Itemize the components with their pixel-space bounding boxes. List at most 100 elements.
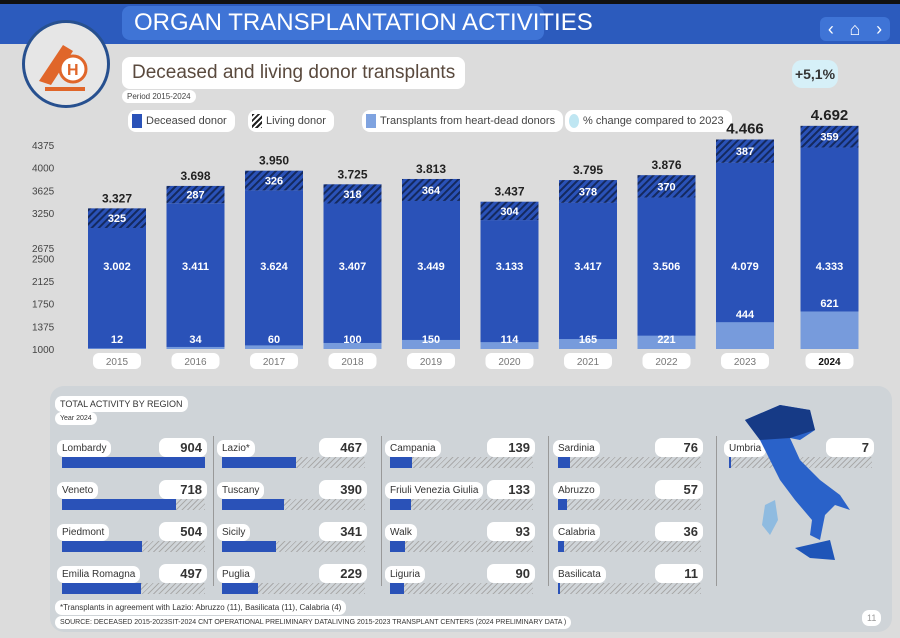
region-bar-fill (558, 541, 564, 552)
deceased-label: 4.333 (816, 261, 844, 273)
x-tick-label: 2024 (818, 357, 841, 368)
region-bar-fill (222, 541, 276, 552)
x-tick-label: 2019 (420, 357, 443, 368)
bar-deceased (637, 197, 696, 349)
italy-map-icon (745, 405, 850, 560)
region-bar-fill (390, 457, 412, 468)
region-bar-track (558, 457, 701, 468)
total-label: 3.876 (651, 158, 681, 172)
year-pill (407, 353, 455, 369)
x-tick-label: 2022 (655, 357, 678, 368)
region-value: 718 (159, 480, 207, 499)
bar-deceased (323, 203, 382, 349)
year-pill (250, 353, 298, 369)
year-pill (328, 353, 377, 369)
y-tick-label: 3625 (32, 186, 55, 197)
total-label: 3.698 (180, 169, 210, 183)
region-bar-fill (62, 457, 205, 468)
year-pill (642, 353, 691, 369)
bar-heart-dead (402, 339, 460, 349)
bar-living (480, 201, 539, 221)
bar-heart-dead (716, 322, 774, 349)
region-label: Lazio* (217, 440, 255, 457)
region-bar-track (222, 499, 365, 510)
bar-living (800, 125, 859, 148)
region-bar-fill (558, 499, 568, 510)
bar-heart-dead (323, 342, 382, 349)
region-bar-fill (62, 583, 141, 594)
heart-dead-label: 165 (579, 334, 597, 346)
x-tick-label: 2018 (341, 357, 364, 368)
divider (213, 436, 214, 586)
region-bar-fill (222, 457, 296, 468)
transplant-logo-icon: H (22, 20, 110, 108)
region-value: 57 (655, 480, 703, 499)
y-tick-label: 2675 (32, 244, 55, 255)
bar-deceased (88, 227, 146, 349)
legend-living: Living donor (248, 110, 334, 132)
legend-deceased-label: Deceased donor (146, 115, 227, 127)
heart-dead-label: 621 (820, 298, 838, 310)
total-label: 4.466 (726, 120, 764, 137)
x-tick-label: 2015 (106, 357, 129, 368)
region-bar-track (390, 583, 533, 594)
region-bar-fill (558, 583, 560, 594)
bar-living (245, 170, 303, 191)
region-bar-track (558, 499, 701, 510)
y-tick-label: 1000 (32, 345, 55, 356)
period-label: Period 2015-2024 (122, 90, 196, 103)
region-value: 904 (159, 438, 207, 457)
bar-heart-dead (800, 311, 859, 349)
x-tick-label: 2020 (498, 357, 521, 368)
deceased-label: 3.411 (182, 261, 209, 273)
region-bar-track (222, 541, 365, 552)
x-tick-label: 2023 (734, 357, 757, 368)
year-pill (805, 353, 854, 369)
bar-living (88, 208, 146, 228)
bar-heart-dead (480, 342, 539, 349)
bar-deceased (402, 200, 460, 349)
page-number: 11 (862, 610, 882, 626)
living-label: 364 (422, 185, 441, 197)
region-label: Lombardy (57, 440, 112, 457)
total-label: 4.692 (811, 107, 849, 124)
region-bar-track (222, 457, 365, 468)
region-value: 390 (319, 480, 367, 499)
region-label: Piedmont (57, 524, 110, 541)
region-bar-fill (558, 457, 571, 468)
total-label: 3.795 (573, 163, 603, 177)
x-tick-label: 2021 (577, 357, 600, 368)
page-title: ORGAN TRANSPLANTATION ACTIVITIES (122, 6, 593, 40)
heart-dead-label: 114 (501, 334, 520, 346)
region-bar-fill (222, 499, 284, 510)
heart-dead-label: 34 (189, 334, 202, 346)
total-label: 3.813 (416, 162, 446, 176)
next-button[interactable]: › (876, 18, 883, 39)
region-label: Calabria (553, 524, 601, 541)
heart-dead-label: 150 (422, 334, 440, 346)
region-value: 76 (655, 438, 703, 457)
divider (716, 436, 717, 586)
nav-controls: ‹ ⌂ › (820, 17, 890, 41)
year-pill (721, 353, 769, 369)
living-label: 359 (820, 132, 838, 144)
region-bar-track (62, 499, 205, 510)
divider (548, 436, 549, 586)
living-label: 318 (343, 189, 361, 201)
bar-deceased (559, 202, 617, 349)
region-label: Friuli Venezia Giulia (385, 482, 484, 499)
chart-subtitle: Deceased and living donor transplants (122, 57, 466, 89)
y-tick-label: 2125 (32, 277, 55, 288)
heart-dead-swatch-icon (366, 114, 376, 128)
region-value: 93 (487, 522, 535, 541)
region-label: Liguria (385, 566, 426, 583)
deceased-swatch-icon (132, 114, 142, 128)
region-bar-track (390, 541, 533, 552)
region-bar-fill (390, 583, 405, 594)
prev-button[interactable]: ‹ (827, 18, 834, 39)
source-note: SOURCE: DECEASED 2015-2023SIT-2024 CNT O… (55, 616, 572, 629)
region-bar-track (62, 541, 205, 552)
home-icon[interactable]: ⌂ (849, 18, 861, 39)
bar-heart-dead (245, 345, 303, 349)
y-tick-label: 4000 (32, 164, 55, 175)
